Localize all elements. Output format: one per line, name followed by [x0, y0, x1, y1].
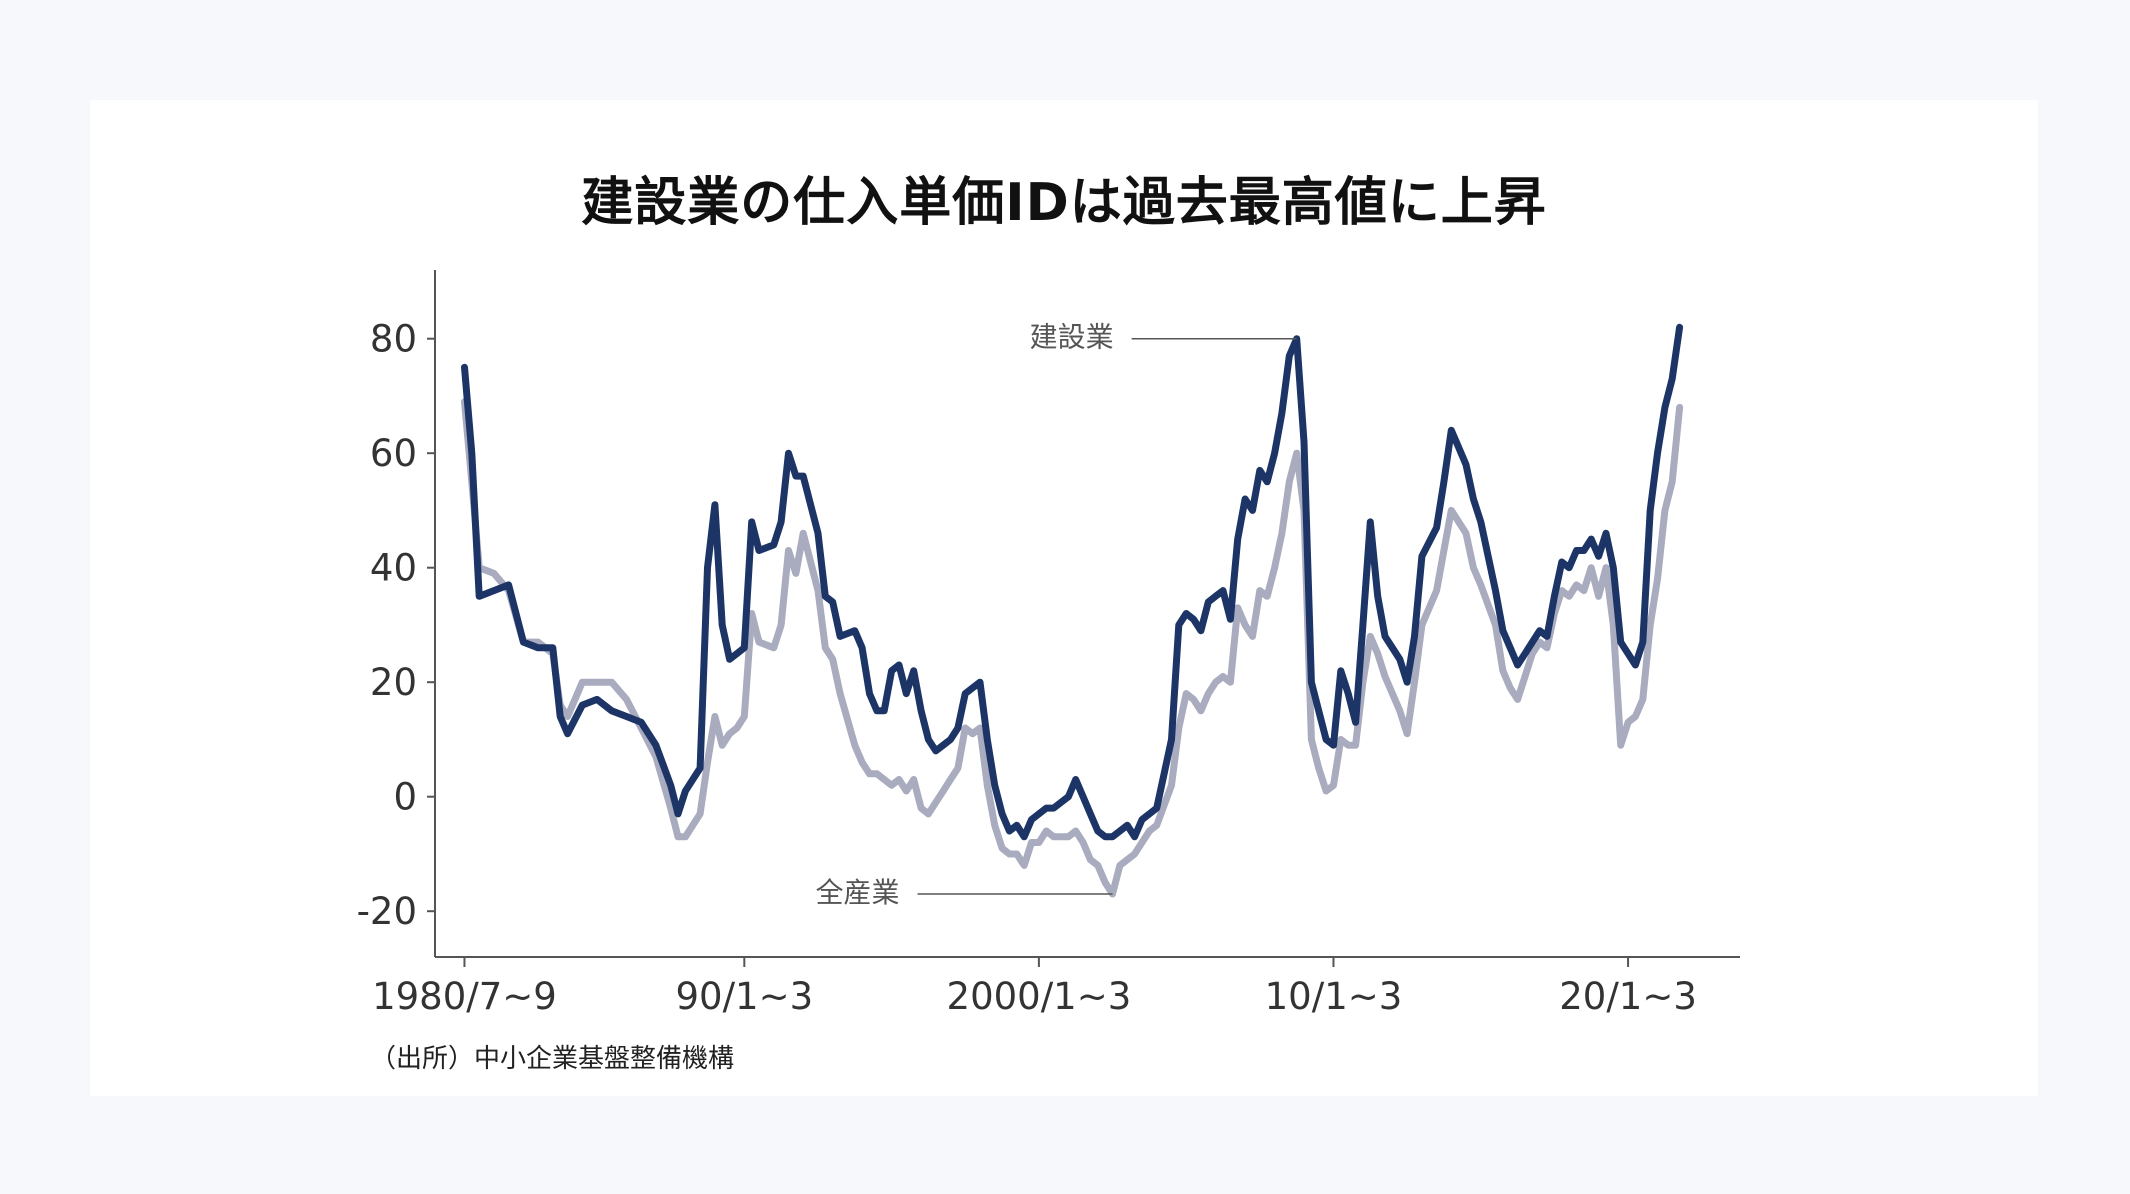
- chart-title: 建設業の仕入単価IDは過去最高値に上昇: [581, 173, 1547, 233]
- y-tick-label: 80: [370, 318, 417, 361]
- series-layer: [461, 323, 1684, 898]
- y-tick-label: 20: [370, 661, 417, 704]
- series-line-all-industry: [461, 398, 1684, 898]
- axes: -20 0 20 40 60 80 1980/7~9 90/1~3 2000/1~3 10/1~3…: [357, 270, 1740, 1018]
- x-tick-label: 20/1~3: [1559, 975, 1697, 1018]
- source-note: （出所）中小企業基盤整備機構: [370, 1044, 735, 1074]
- x-tick-label: 10/1~3: [1265, 975, 1403, 1018]
- y-tick-label: 0: [393, 776, 417, 819]
- series-line-construction: [461, 323, 1684, 841]
- x-tick-label: 1980/7~9: [372, 975, 557, 1018]
- x-tick-label: 2000/1~3: [947, 975, 1132, 1018]
- line-chart: -20 0 20 40 60 80 1980/7~9 90/1~3 2000/1~3 10/1~3…: [357, 270, 1740, 1018]
- y-tick-label: -20: [357, 890, 417, 933]
- annotation-label: 全産業: [816, 876, 900, 909]
- annotation-label: 建設業: [1030, 321, 1114, 354]
- y-tick-label: 60: [370, 432, 417, 475]
- chart-card: 建設業の仕入単価IDは過去最高値に上昇 -20 0 20 40 60 80 1980/7~9…: [90, 100, 2038, 1096]
- x-tick-label: 90/1~3: [675, 975, 813, 1018]
- y-tick-label: 40: [370, 547, 417, 590]
